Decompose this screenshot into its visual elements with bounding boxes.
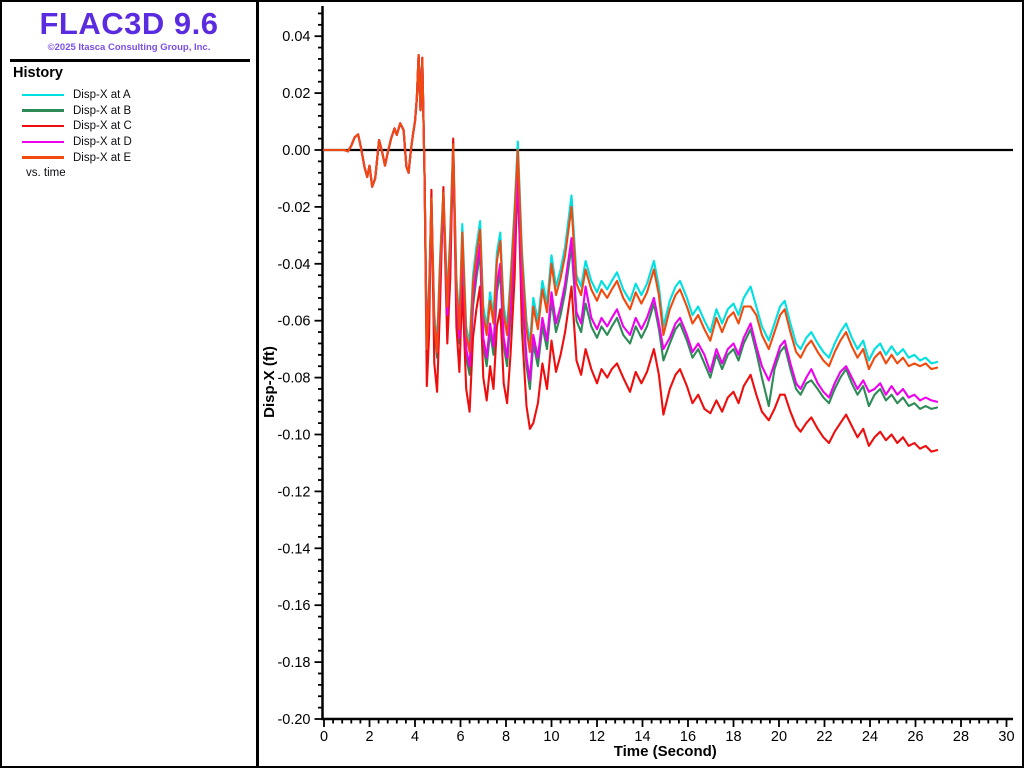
x-tick-label: 10 <box>543 729 559 745</box>
x-tick-label: 2 <box>365 729 373 745</box>
legend-swatch <box>22 93 64 97</box>
legend-item: Disp-X at E <box>2 150 256 166</box>
x-tick-label: 4 <box>411 729 419 745</box>
sidebar-divider <box>10 59 250 62</box>
legend-item: Disp-X at A <box>2 87 256 103</box>
x-tick-label: 8 <box>502 729 510 745</box>
y-tick-label: 0.00 <box>282 143 310 159</box>
legend-label: Disp-X at E <box>73 151 132 164</box>
x-tick-label: 0 <box>320 729 328 745</box>
y-tick-label: -0.06 <box>277 314 310 330</box>
y-tick-label: -0.02 <box>277 200 310 216</box>
x-tick-label: 28 <box>953 729 969 745</box>
legend-label: Disp-X at C <box>73 120 132 133</box>
x-axis-title: Time (Second) <box>614 743 717 760</box>
legend-item: Disp-X at D <box>2 134 256 150</box>
x-tick-label: 24 <box>862 729 878 745</box>
x-tick-label: 18 <box>725 729 741 745</box>
y-tick-label: 0.04 <box>282 29 310 45</box>
series-lines <box>322 53 939 453</box>
x-tick-label: 30 <box>998 729 1014 745</box>
sidebar: FLAC3D 9.6 ©2025 Itasca Consulting Group… <box>2 2 256 766</box>
legend-vs-time-label: vs. time <box>26 167 66 179</box>
copyright-text: ©2025 Itasca Consulting Group, Inc. <box>47 42 211 53</box>
x-tick-label: 26 <box>907 729 923 745</box>
series-line <box>322 53 939 371</box>
x-tick-label: 22 <box>816 729 832 745</box>
y-tick-label: -0.04 <box>277 257 310 273</box>
x-tick-label: 16 <box>680 729 696 745</box>
legend-title: History <box>13 65 63 81</box>
legend-item: Disp-X at B <box>2 103 256 119</box>
sidebar-separator <box>256 2 259 766</box>
x-tick-label: 20 <box>771 729 787 745</box>
legend-item: Disp-X at C <box>2 118 256 134</box>
legend-label: Disp-X at D <box>73 135 132 148</box>
legend-swatch <box>22 140 64 144</box>
axis-ticks <box>314 12 1008 727</box>
legend-swatch <box>22 109 64 112</box>
app-logo-title: FLAC3D 9.6 <box>39 6 219 41</box>
y-tick-label: -0.08 <box>277 371 310 387</box>
legend-swatch <box>22 125 64 128</box>
axis-tick-labels: 0.04 0.02 0.00 -0.02 -0.04 -0.06 -0.08 -0.10 -0.… <box>277 29 1014 745</box>
y-tick-label: -0.10 <box>277 428 310 444</box>
y-tick-label: -0.18 <box>277 655 310 671</box>
y-tick-label: 0.02 <box>282 86 310 102</box>
legend: Disp-X at A Disp-X at B Disp-X at C Disp-X … <box>2 87 256 165</box>
y-tick-label: -0.16 <box>277 598 310 614</box>
x-tick-label: 12 <box>589 729 605 745</box>
y-tick-label: -0.20 <box>277 712 310 728</box>
x-tick-label: 14 <box>634 729 650 745</box>
x-tick-label: 6 <box>456 729 464 745</box>
legend-label: Disp-X at A <box>73 88 131 101</box>
y-tick-label: -0.12 <box>277 484 310 500</box>
legend-swatch <box>22 156 64 159</box>
y-tick-label: -0.14 <box>277 541 310 557</box>
legend-label: Disp-X at B <box>73 104 132 117</box>
y-axis-title: Disp-X (ft) <box>261 346 278 418</box>
axis-lines <box>321 6 1013 721</box>
